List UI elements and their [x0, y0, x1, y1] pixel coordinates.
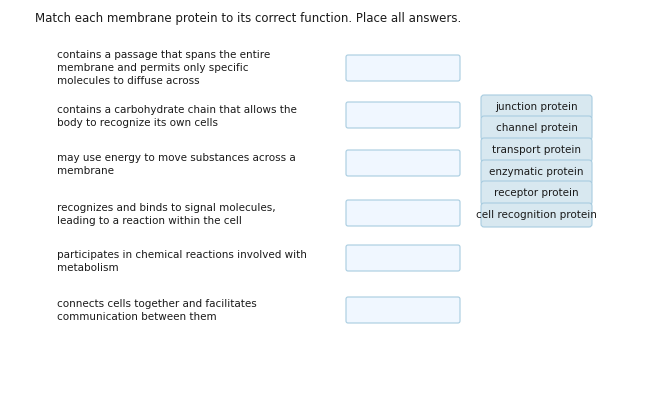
FancyBboxPatch shape — [481, 95, 592, 119]
Text: contains a carbohydrate chain that allows the
body to recognize its own cells: contains a carbohydrate chain that allow… — [57, 105, 297, 128]
FancyBboxPatch shape — [481, 181, 592, 205]
Text: enzymatic protein: enzymatic protein — [490, 167, 584, 177]
Text: connects cells together and facilitates
communication between them: connects cells together and facilitates … — [57, 299, 257, 322]
FancyBboxPatch shape — [346, 55, 460, 81]
Text: contains a passage that spans the entire
membrane and permits only specific
mole: contains a passage that spans the entire… — [57, 50, 270, 86]
Text: junction protein: junction protein — [495, 102, 578, 112]
Text: transport protein: transport protein — [492, 145, 581, 155]
FancyBboxPatch shape — [481, 138, 592, 162]
FancyBboxPatch shape — [346, 297, 460, 323]
Text: cell recognition protein: cell recognition protein — [476, 210, 597, 220]
FancyBboxPatch shape — [346, 200, 460, 226]
FancyBboxPatch shape — [481, 116, 592, 140]
FancyBboxPatch shape — [481, 160, 592, 184]
Text: participates in chemical reactions involved with
metabolism: participates in chemical reactions invol… — [57, 250, 307, 273]
Text: receptor protein: receptor protein — [494, 188, 579, 198]
FancyBboxPatch shape — [481, 203, 592, 227]
Text: may use energy to move substances across a
membrane: may use energy to move substances across… — [57, 153, 295, 176]
FancyBboxPatch shape — [346, 245, 460, 271]
Text: Match each membrane protein to its correct function. Place all answers.: Match each membrane protein to its corre… — [35, 12, 462, 25]
Text: recognizes and binds to signal molecules,
leading to a reaction within the cell: recognizes and binds to signal molecules… — [57, 203, 275, 226]
Text: channel protein: channel protein — [496, 123, 578, 133]
FancyBboxPatch shape — [346, 150, 460, 176]
FancyBboxPatch shape — [346, 102, 460, 128]
